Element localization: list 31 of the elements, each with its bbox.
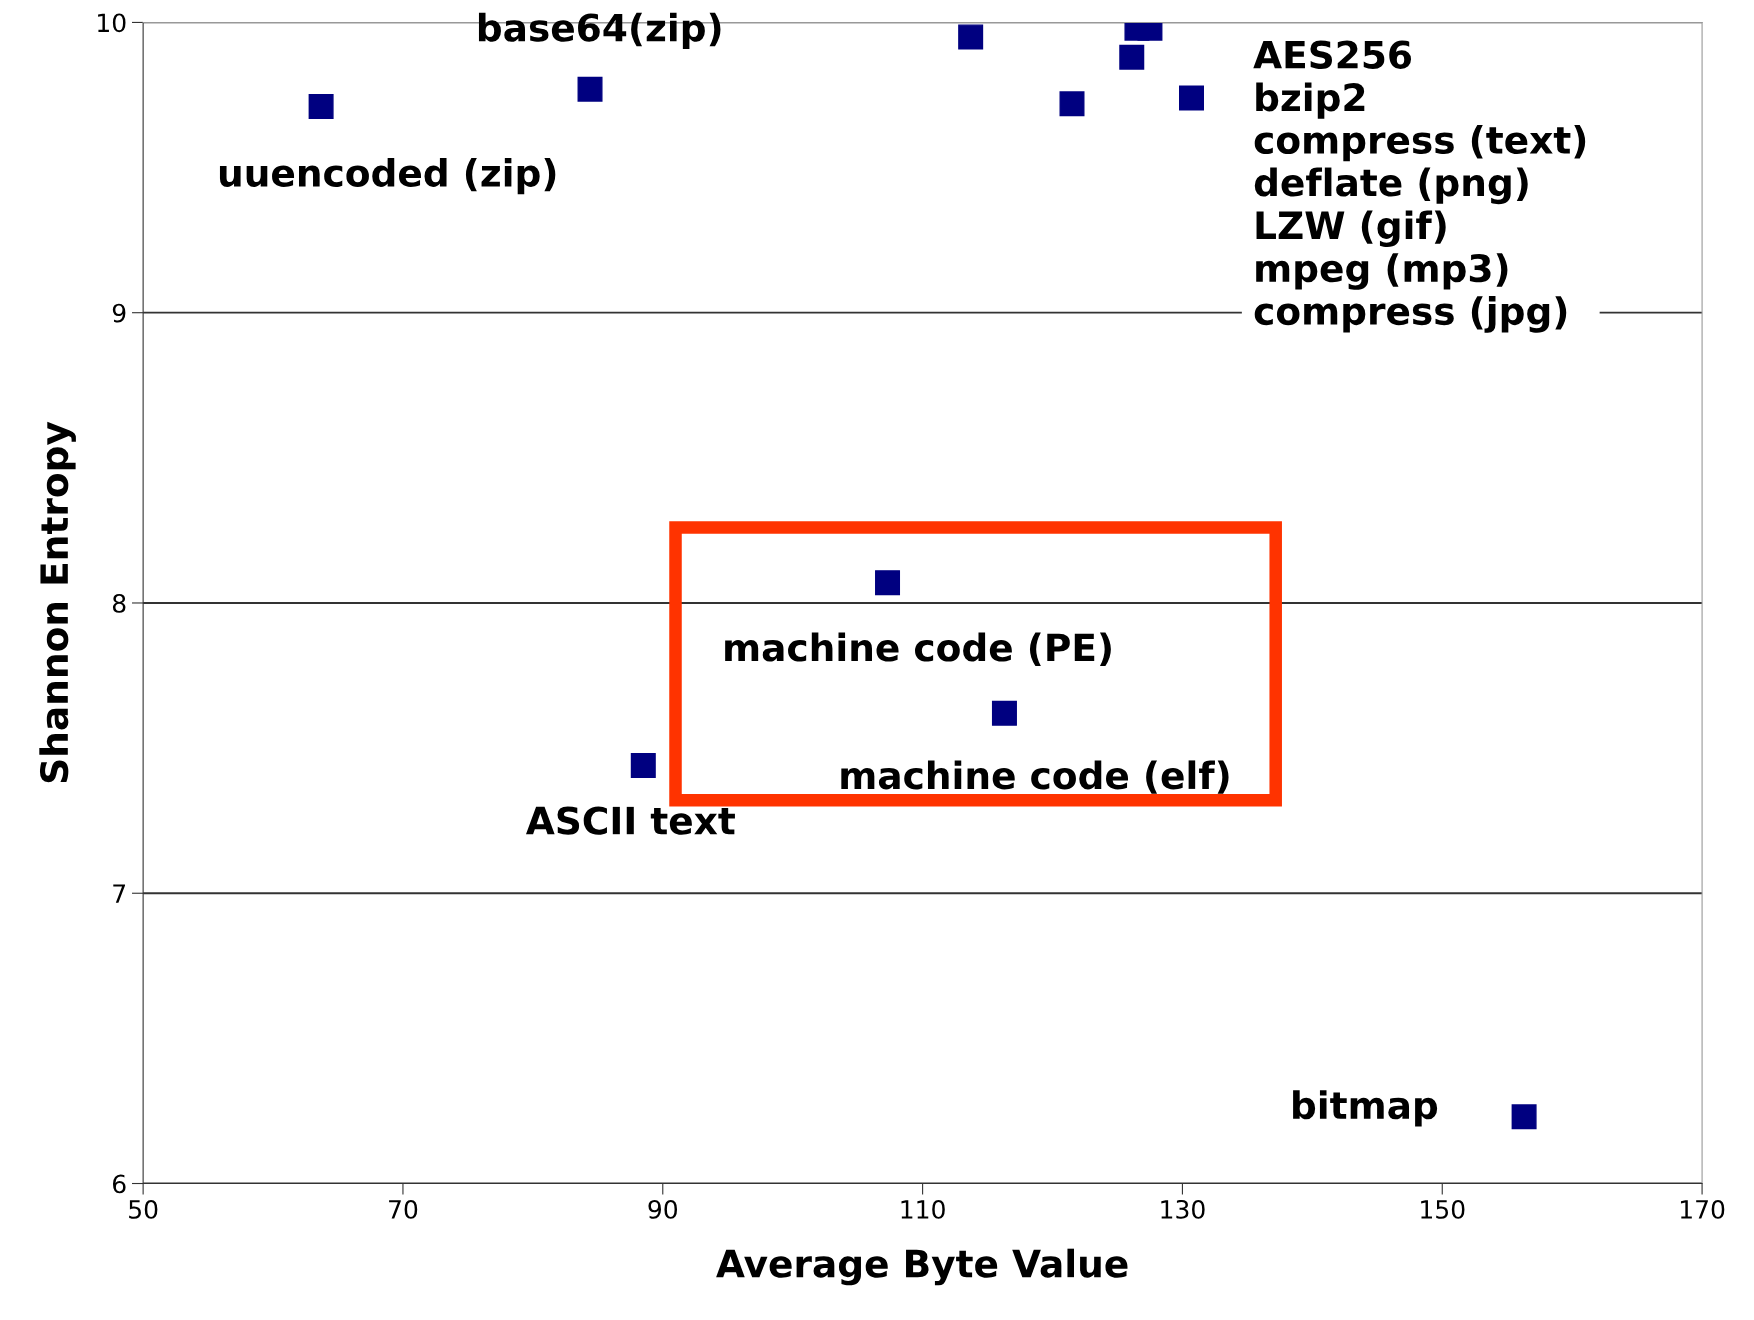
point (308, 94, 334, 120)
y-tick-label: 7 (113, 884, 126, 903)
point (1119, 44, 1145, 70)
point (875, 570, 901, 596)
x-axis-title: Average Byte Value (716, 1248, 1128, 1286)
point (630, 753, 656, 779)
x-tick-label: 50 (129, 1199, 158, 1219)
annotation: ASCII text (525, 806, 735, 835)
x-tick-label: 110 (901, 1199, 945, 1219)
annotation: AES256 bzip2 compress (text) deflate (png) LZW (gif) mpeg (mp3) compress (jpg) (1253, 40, 1586, 333)
point (1511, 1104, 1537, 1130)
point (577, 76, 603, 102)
y-tick-label: 8 (112, 593, 126, 613)
point (958, 24, 984, 50)
annotation: base64(zip) (478, 12, 721, 50)
x-tick-label: 90 (648, 1199, 678, 1219)
annotation: machine code (PE) (725, 632, 1111, 667)
y-tick-label: 10 (98, 13, 126, 33)
y-axis-title: Shannon Entropy (39, 421, 76, 783)
annotation: uuencoded (zip) (219, 157, 556, 195)
annotation: machine code (elf) (841, 760, 1229, 794)
x-tick-label: 150 (1421, 1199, 1465, 1219)
y-tick-label: 6 (112, 1174, 126, 1194)
y-tick-label: 9 (112, 303, 126, 323)
x-tick-label: 70 (389, 1199, 418, 1219)
x-tick-label: 170 (1680, 1199, 1725, 1219)
annotation: bitmap (1293, 1090, 1438, 1127)
point (991, 700, 1017, 726)
point (1059, 91, 1085, 117)
x-tick-label: 130 (1161, 1199, 1205, 1219)
point (1179, 85, 1205, 111)
